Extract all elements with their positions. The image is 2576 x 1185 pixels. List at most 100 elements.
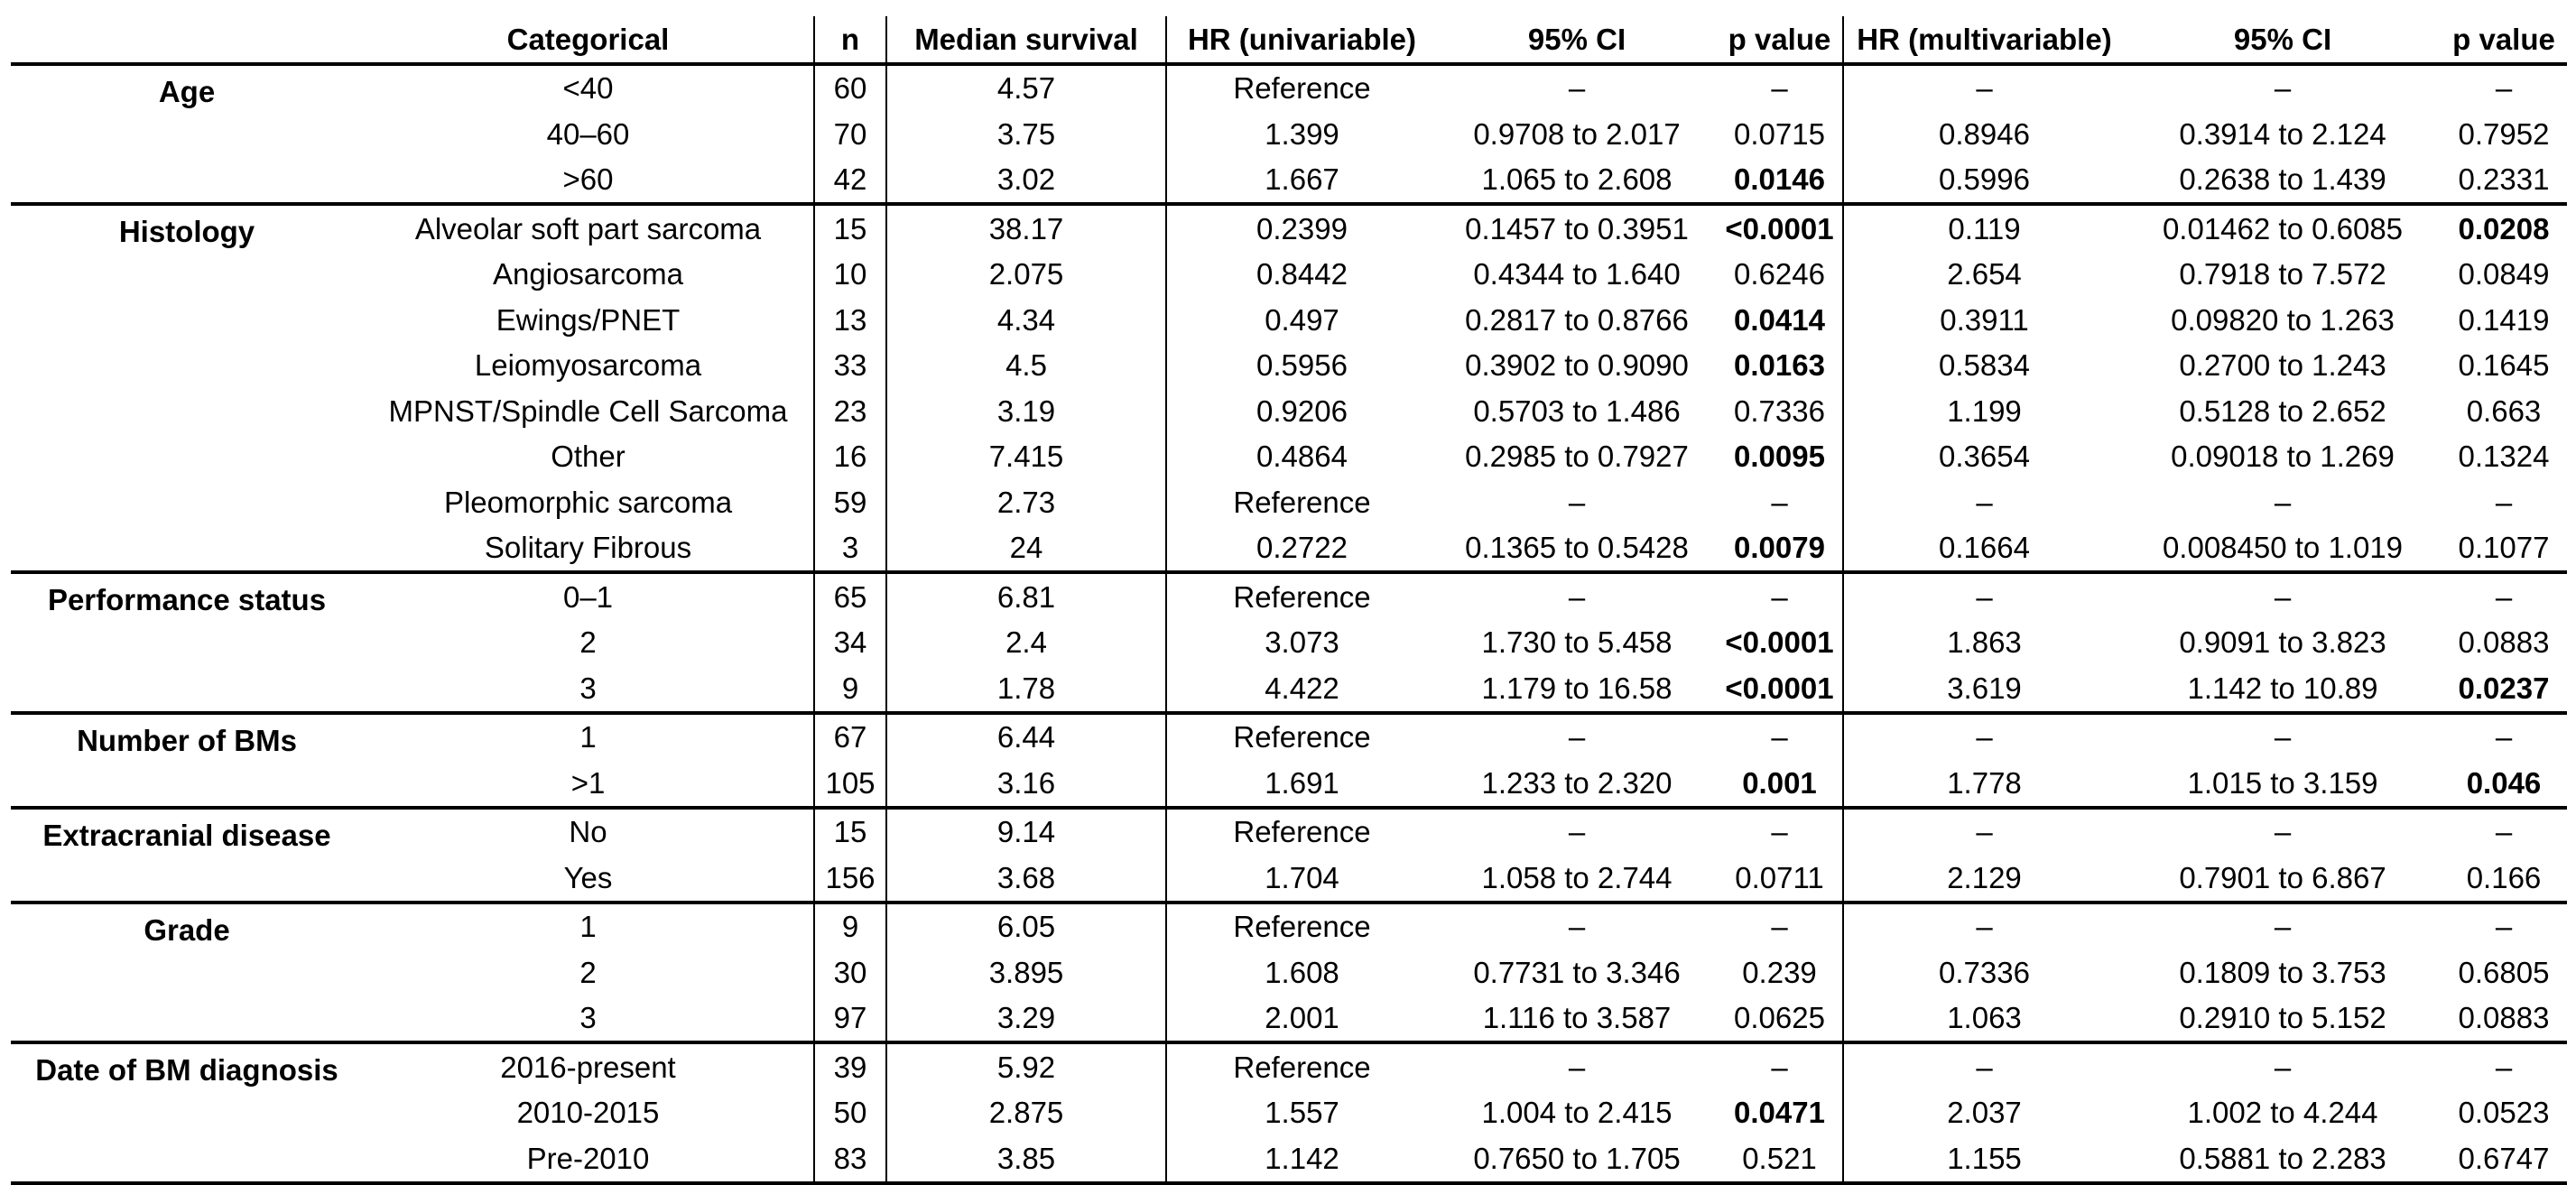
table-row: Other 16 7.415 0.4864 0.2985 to 0.7927 0.0095… bbox=[11, 433, 2567, 479]
cell-ci-univariable: 1.004 to 2.415 bbox=[1481, 1096, 1673, 1130]
cell-hr-univariable: 1.691 bbox=[1165, 760, 1437, 810]
cell-p-multivariable: – bbox=[2495, 579, 2513, 614]
header-hr-multivariable: HR (multivariable) bbox=[1842, 16, 2125, 66]
cell-hr-univariable: Reference bbox=[1165, 63, 1437, 111]
cell-categorical: No bbox=[569, 815, 607, 849]
cell-hr-multivariable: – bbox=[1842, 807, 2125, 855]
cell-n: 65 bbox=[813, 572, 886, 620]
cell-categorical: 1 bbox=[579, 910, 597, 944]
cell-categorical: 2 bbox=[579, 625, 597, 660]
cell-hr-multivariable: 1.863 bbox=[1842, 619, 2125, 665]
cell-p-multivariable: 0.0208 bbox=[2458, 211, 2550, 245]
cell-p-multivariable: – bbox=[2495, 1050, 2513, 1084]
cell-p-univariable: – bbox=[1771, 71, 1788, 106]
cell-n: 83 bbox=[813, 1135, 886, 1185]
cell-ci-univariable: 0.1365 to 0.5428 bbox=[1437, 524, 1717, 574]
cell-hr-multivariable: – bbox=[1842, 63, 2125, 111]
cell-p-multivariable: 0.0883 bbox=[2458, 625, 2550, 660]
cell-median-survival: 3.19 bbox=[885, 388, 1166, 434]
cell-p-univariable: 0.0471 bbox=[1734, 1096, 1825, 1130]
table-row: Performance status 0–1 65 6.81 Reference – – – –… bbox=[11, 572, 2567, 715]
cell-hr-univariable: 0.2399 bbox=[1165, 204, 1437, 252]
cell-n: 42 bbox=[813, 156, 886, 206]
group-label: Histology bbox=[11, 204, 363, 574]
cell-hr-univariable: Reference bbox=[1165, 712, 1437, 760]
cell-n: 15 bbox=[813, 204, 886, 252]
cell-ci-univariable: 0.1457 to 0.3951 bbox=[1465, 211, 1689, 245]
cell-ci-multivariable: – bbox=[2274, 815, 2292, 849]
cell-p-univariable: – bbox=[1771, 815, 1788, 849]
cell-p-multivariable: 0.0523 bbox=[2458, 1096, 2550, 1130]
cell-median-survival: 4.57 bbox=[885, 63, 1166, 111]
cell-ci-univariable: 1.058 to 2.744 bbox=[1437, 855, 1717, 904]
cell-n: 156 bbox=[813, 855, 886, 904]
table-body: Age <40 60 4.57 Reference – – – – –40–60 70 3.75 1.3… bbox=[11, 63, 2567, 1185]
cell-median-survival: 9.14 bbox=[885, 807, 1166, 855]
cell-hr-multivariable: 0.5834 bbox=[1842, 342, 2125, 388]
cell-p-multivariable: 0.2331 bbox=[2441, 156, 2567, 206]
table-container: Categorical n Median survival HR (univar… bbox=[11, 16, 2567, 1185]
cell-n: 13 bbox=[813, 297, 886, 343]
table-row: 3 97 3.29 2.001 1.116 to 3.587 0.0625 1.063 0.2… bbox=[11, 995, 2567, 1044]
group-label: Grade bbox=[11, 902, 363, 1044]
table-row: Leiomyosarcoma 33 4.5 0.5956 0.3902 to 0.909… bbox=[11, 342, 2567, 388]
cell-p-multivariable: 0.0849 bbox=[2458, 257, 2550, 292]
cell-p-univariable: <0.0001 bbox=[1717, 665, 1843, 715]
cell-p-univariable: 0.7336 bbox=[1734, 393, 1825, 428]
table-row: Pleomorphic sarcoma 59 2.73 Reference – – – – – bbox=[11, 479, 2567, 525]
cell-ci-univariable: – bbox=[1568, 720, 1586, 755]
cell-hr-univariable: 1.557 bbox=[1165, 1089, 1437, 1135]
cell-categorical: Ewings/PNET bbox=[496, 302, 681, 337]
header-group bbox=[11, 16, 363, 66]
cell-ci-univariable: – bbox=[1568, 71, 1586, 106]
cell-p-multivariable: – bbox=[2495, 815, 2513, 849]
cell-n: 50 bbox=[813, 1089, 886, 1135]
cell-ci-multivariable: 0.5128 to 2.652 bbox=[2179, 393, 2386, 428]
survival-table: Categorical n Median survival HR (univar… bbox=[11, 16, 2567, 1185]
cell-p-multivariable: – bbox=[2495, 485, 2513, 519]
table-row: Number of BMs 1 67 6.44 Reference – – – – – bbox=[11, 712, 2567, 810]
cell-n: 30 bbox=[813, 949, 886, 995]
cell-n: 23 bbox=[813, 388, 886, 434]
cell-p-univariable: <0.0001 bbox=[1725, 211, 1834, 245]
cell-ci-multivariable: 0.7901 to 6.867 bbox=[2125, 855, 2441, 904]
cell-hr-multivariable: 0.3654 bbox=[1842, 433, 2125, 479]
table-row: Solitary Fibrous 3 24 0.2722 0.1365 to 0.542… bbox=[11, 524, 2567, 574]
cell-categorical: <40 bbox=[562, 71, 614, 106]
cell-hr-multivariable: 2.129 bbox=[1842, 855, 2125, 904]
cell-p-multivariable: 0.0883 bbox=[2441, 995, 2567, 1044]
cell-hr-multivariable: – bbox=[1842, 712, 2125, 760]
cell-n: 10 bbox=[813, 251, 886, 297]
cell-p-univariable: 0.239 bbox=[1742, 955, 1817, 989]
cell-categorical: 3 bbox=[363, 665, 814, 715]
cell-hr-multivariable: 0.1664 bbox=[1842, 524, 2125, 574]
cell-hr-multivariable: 1.199 bbox=[1842, 388, 2125, 434]
table-row: Age <40 60 4.57 Reference – – – – – bbox=[11, 63, 2567, 206]
cell-ci-multivariable: 1.002 to 4.244 bbox=[2187, 1096, 2378, 1130]
cell-p-univariable: 0.0079 bbox=[1717, 524, 1843, 574]
cell-categorical: Alveolar soft part sarcoma bbox=[414, 211, 762, 245]
cell-ci-multivariable: 1.142 to 10.89 bbox=[2125, 665, 2441, 715]
cell-p-multivariable: 0.7952 bbox=[2458, 116, 2550, 151]
cell-median-survival: 5.92 bbox=[885, 1042, 1166, 1090]
cell-median-survival: 3.16 bbox=[885, 760, 1166, 810]
cell-hr-multivariable: – bbox=[1842, 572, 2125, 620]
cell-p-multivariable: 0.663 bbox=[2466, 393, 2542, 428]
cell-hr-multivariable: 0.119 bbox=[1842, 204, 2125, 252]
cell-p-univariable: – bbox=[1771, 720, 1788, 755]
cell-p-multivariable: 0.1324 bbox=[2458, 440, 2550, 474]
cell-median-survival: 6.05 bbox=[885, 902, 1166, 949]
cell-median-survival: 3.895 bbox=[885, 949, 1166, 995]
cell-median-survival: 24 bbox=[885, 524, 1166, 574]
cell-hr-multivariable: 2.037 bbox=[1842, 1089, 2125, 1135]
cell-p-multivariable: – bbox=[2495, 71, 2513, 106]
group-label: Performance status bbox=[11, 572, 363, 715]
cell-hr-multivariable: 0.7336 bbox=[1842, 949, 2125, 995]
cell-n: 15 bbox=[813, 807, 886, 855]
cell-categorical: Leiomyosarcoma bbox=[474, 348, 702, 383]
cell-n: 67 bbox=[813, 712, 886, 760]
table-row: 2 30 3.895 1.608 0.7731 to 3.346 0.239 0.7336 0… bbox=[11, 949, 2567, 995]
cell-ci-univariable: 0.5703 to 1.486 bbox=[1473, 393, 1681, 428]
table-row: Angiosarcoma 10 2.075 0.8442 0.4344 to 1.640… bbox=[11, 251, 2567, 297]
table-row: 3 9 1.78 4.422 1.179 to 16.58 <0.0001 3.619 1.1… bbox=[11, 665, 2567, 715]
